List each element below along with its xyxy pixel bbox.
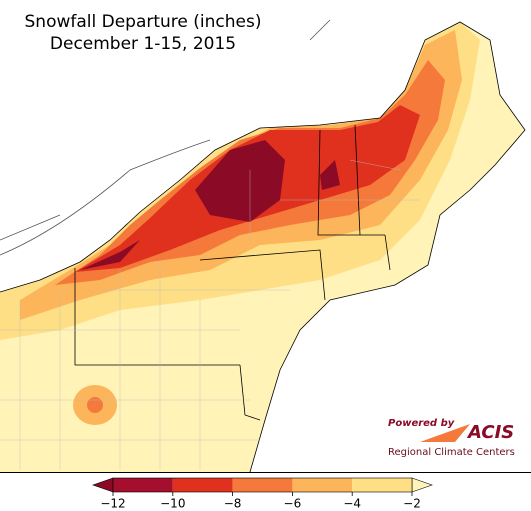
colorbar-tick-label: −6 (284, 497, 302, 511)
county-lines (0, 159, 420, 470)
colorbar-over (411, 477, 433, 493)
colorbar-tick-label: −4 (343, 497, 361, 511)
map-areas (0, 22, 525, 472)
logo-powered-by: Powered by (388, 418, 455, 429)
colorbar-tick-label: −10 (160, 497, 185, 511)
colorbar: −12 −10 −8 −6 −4 −2 (92, 477, 433, 511)
colorbar-tick-label: −2 (403, 497, 421, 511)
colorbar-tick-label: −12 (100, 497, 125, 511)
logo-swoosh (420, 424, 470, 442)
colorbar-under (92, 477, 114, 493)
colorbar-tick-label: −8 (224, 497, 242, 511)
map-subtitle: December 1-15, 2015 (50, 34, 236, 54)
boundaries (0, 19, 526, 473)
colorbar-outline (112, 477, 413, 493)
logo-name: ACIS (466, 422, 514, 443)
logo: Powered by ACIS Regional Climate Centers (388, 418, 515, 458)
colorbar-bin (113, 478, 173, 492)
colorbar-bin (352, 478, 412, 492)
colorbar-bin (172, 478, 233, 492)
map-title: Snowfall Departure (inches) (25, 12, 262, 32)
colorbar-bin (232, 478, 293, 492)
logo-tagline: Regional Climate Centers (388, 447, 515, 458)
colorbar-bin (292, 478, 353, 492)
